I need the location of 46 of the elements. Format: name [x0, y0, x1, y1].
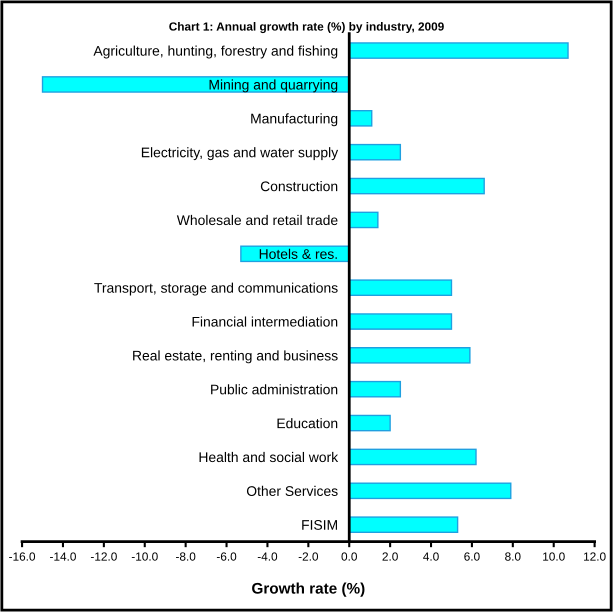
x-tick-label: 0.0 — [341, 552, 357, 561]
bar — [42, 76, 350, 93]
y-tick-label: Construction — [260, 181, 338, 192]
bar — [348, 414, 391, 432]
x-tick-label: 10.0 — [543, 552, 565, 561]
x-tick-label: 2.0 — [382, 552, 398, 561]
x-tick-label: -4.0 — [258, 552, 278, 561]
y-tick-label: Health and social work — [200, 452, 338, 462]
x-tick-label: -10.0 — [132, 552, 158, 561]
bar — [348, 448, 477, 466]
y-tick-label: Transport, storage and communications — [94, 282, 338, 296]
y-tick-label: Public administration — [211, 384, 338, 394]
x-tick-label: -2.0 — [298, 552, 318, 561]
bar — [348, 516, 458, 533]
y-tick-label: Education — [277, 418, 338, 428]
bar — [348, 212, 379, 228]
x-axis-title: Growth rate (%) — [252, 582, 364, 597]
y-tick-label: Wholesale and retail trade — [176, 214, 338, 226]
x-tick-label: 8.0 — [505, 552, 521, 561]
y-tick-label: Mining and quarrying — [210, 79, 338, 92]
y-tick-label: Real estate, renting and business — [133, 350, 338, 364]
y-tick-label: FISIM — [302, 520, 337, 530]
bar — [348, 380, 402, 398]
x-tick-label: -6.0 — [216, 552, 236, 561]
x-tick-label: -12.0 — [90, 552, 117, 561]
bar — [348, 347, 471, 364]
y-tick-label: Financial intermediation — [192, 316, 338, 327]
bar — [348, 313, 452, 330]
bar — [348, 42, 569, 59]
y-tick-label: Electricity, gas and water supply — [142, 147, 338, 160]
x-tick-label: 4.0 — [423, 552, 439, 561]
y-tick-label: Manufacturing — [251, 113, 338, 126]
bar — [348, 482, 512, 500]
y-tick-label: Other Services — [246, 486, 338, 496]
x-tick-label: -8.0 — [176, 552, 196, 561]
bar — [348, 110, 372, 127]
y-tick-label: Agriculture, hunting, forestry and fishing — [93, 46, 338, 59]
chart-title: Chart 1: Annual growth rate (%) by industry, 2009 — [169, 22, 444, 34]
bar — [348, 279, 452, 296]
bar — [348, 178, 485, 194]
y-tick-label: Hotels & res. — [260, 248, 337, 259]
x-tick-label: -16.0 — [9, 552, 36, 561]
x-tick-label: 6.0 — [464, 552, 480, 561]
bar — [348, 144, 402, 160]
x-tick-label: 12.0 — [584, 552, 606, 561]
x-tick-label: -14.0 — [50, 552, 76, 561]
